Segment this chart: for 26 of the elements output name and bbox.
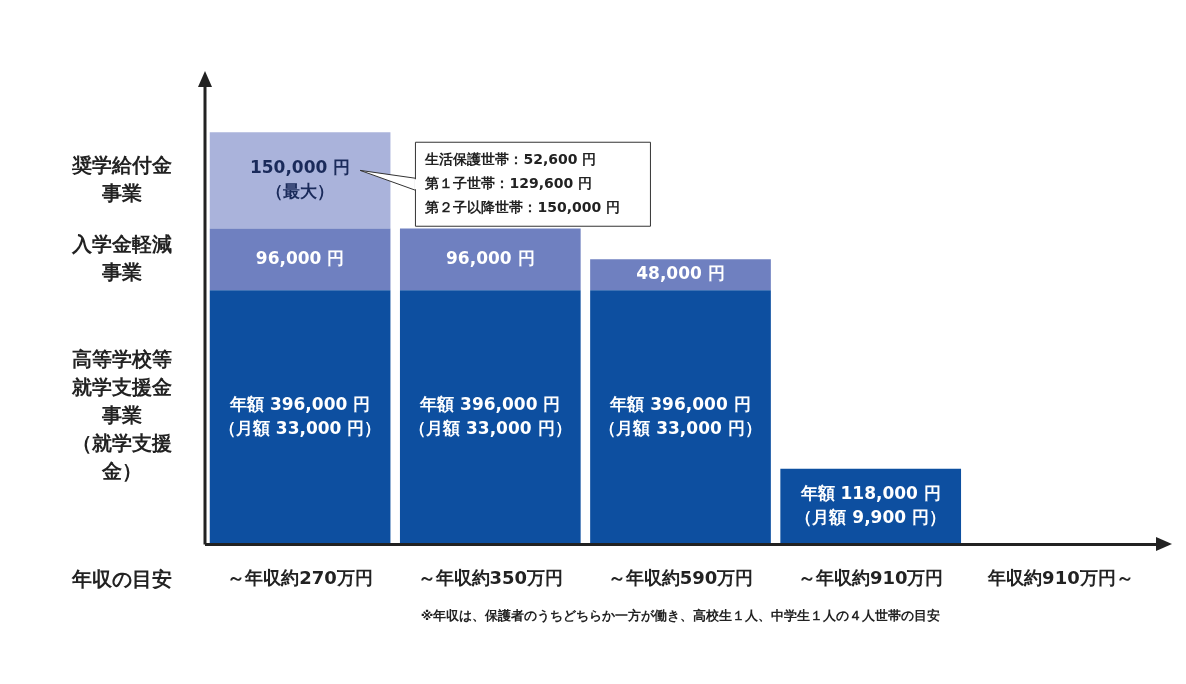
- x-tick-label: 年収約910万円～: [987, 566, 1134, 588]
- series-label: 高等学校等就学支援金事業（就学支援金）: [71, 347, 172, 484]
- data-label: 48,000 円: [636, 263, 725, 284]
- text: ※年収は、保護者のうちどちらか一方が働き、高校生１人、中学生１人の４人世帯の目安: [420, 607, 941, 623]
- series-label: 入学金軽減事業: [71, 231, 172, 284]
- annotation: 生活保護世帯：52,600 円: [424, 150, 597, 167]
- x-tick-label: ～年収約590万円: [607, 566, 754, 588]
- data-label: 150,000 円（最大）: [249, 156, 351, 201]
- bar: [209, 290, 391, 545]
- x-tick-label: ～年収約350万円: [417, 566, 564, 588]
- data-label: 96,000 円: [255, 247, 345, 268]
- data-label: 年額 396,000 円（月額 33,000 円）: [409, 393, 572, 438]
- data-label: 年額 118,000 円（月額 9,900 円）: [795, 482, 946, 527]
- x-axis-title: 年収の目安: [71, 566, 172, 591]
- data-label: 年額 396,000 円（月額 33,000 円）: [218, 393, 382, 438]
- x-tick-label: ～年収約910万円: [797, 566, 944, 588]
- bar: [590, 290, 771, 545]
- x-tick-label: ～年収約270万円: [227, 566, 373, 588]
- series-label: 奨学給付金事業: [71, 152, 172, 205]
- bar: [209, 228, 391, 291]
- bar: [399, 290, 581, 545]
- annotation: 第２子以降世帯：150,000 円: [424, 198, 621, 215]
- data-label: 96,000 円: [446, 247, 535, 268]
- data-label: 年額 396,000 円（月額 33,000 円）: [599, 393, 762, 438]
- bar: [209, 132, 391, 229]
- annotation: 第１子世帯：129,600 円: [424, 174, 593, 191]
